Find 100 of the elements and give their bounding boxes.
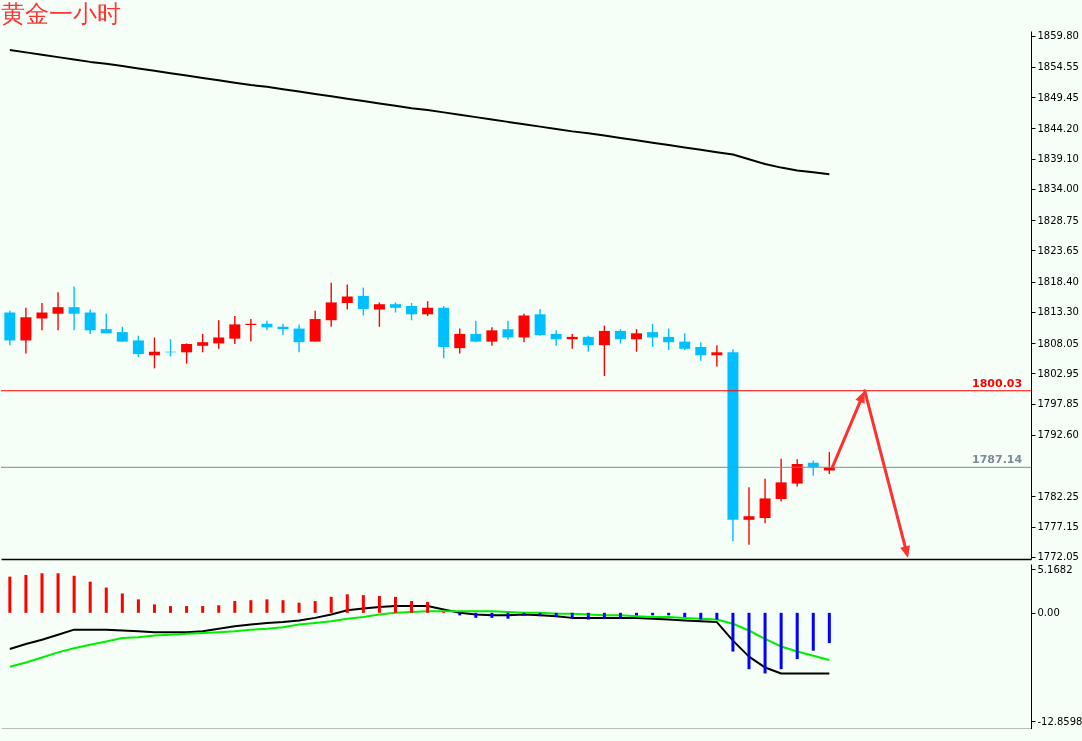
bar — [538, 612, 542, 617]
bar — [779, 612, 783, 670]
bar — [361, 595, 365, 613]
bar — [683, 612, 687, 618]
candlestick — [197, 333, 209, 354]
candlestick — [325, 282, 337, 328]
bar — [297, 602, 301, 613]
candlestick — [132, 334, 144, 358]
candlestick — [518, 313, 530, 343]
y-tick-label: 1813.30 — [1037, 306, 1079, 318]
y-tick-label: 1849.45 — [1037, 91, 1079, 103]
candlestick — [598, 324, 610, 377]
bar — [554, 612, 558, 618]
candlestick — [550, 329, 562, 347]
y-tick-label: 1802.95 — [1037, 367, 1079, 379]
y-tick-label: 1839.10 — [1037, 153, 1079, 165]
bar — [715, 612, 719, 620]
bar — [490, 612, 494, 618]
y-tick-label: 0.00 — [1037, 607, 1060, 619]
y-tick-label: 1797.85 — [1037, 398, 1079, 410]
bar — [474, 612, 478, 618]
bar — [56, 573, 60, 613]
candlestick — [52, 291, 64, 332]
y-tick-label: 1859.80 — [1037, 30, 1079, 42]
bar — [136, 599, 140, 613]
bar — [24, 574, 28, 613]
candlestick — [373, 301, 385, 328]
bar — [393, 596, 397, 613]
candlestick — [502, 320, 514, 341]
bar — [763, 612, 767, 674]
y-tick-label: 5.1682 — [1037, 563, 1073, 575]
line-series — [8, 49, 831, 176]
candlestick — [791, 458, 803, 488]
ref-line-label: 1787.14 — [972, 453, 1023, 467]
bar — [426, 601, 430, 613]
candlestick — [84, 308, 96, 335]
bar — [72, 575, 76, 613]
candlestick — [357, 286, 369, 317]
candlestick — [647, 323, 659, 348]
candlestick — [213, 319, 225, 350]
candlestick — [341, 283, 353, 311]
bar — [827, 612, 831, 644]
bar — [233, 601, 237, 613]
y-tick-label: 1792.60 — [1037, 429, 1079, 441]
bar — [313, 601, 317, 613]
bar — [329, 596, 333, 613]
candlestick — [181, 342, 193, 365]
bar — [201, 606, 205, 613]
bar — [120, 593, 124, 613]
y-tick-label: 1844.20 — [1037, 122, 1079, 134]
y-tick-label: 1782.25 — [1037, 490, 1079, 502]
y-tick-label: -12.8598 — [1037, 715, 1082, 727]
bar — [699, 612, 703, 620]
y-tick-label: 1777.15 — [1037, 521, 1079, 533]
bar — [345, 594, 349, 613]
bar — [249, 600, 253, 613]
bar — [602, 612, 606, 619]
bar — [169, 606, 173, 613]
candlestick — [695, 341, 707, 362]
bar — [8, 576, 12, 613]
bar — [747, 612, 751, 670]
y-tick-label: 1823.65 — [1037, 244, 1079, 256]
bar — [618, 612, 622, 619]
bar — [570, 612, 574, 619]
candlestick — [743, 486, 755, 546]
candlestick — [454, 327, 466, 355]
bar — [185, 606, 189, 613]
candlestick — [759, 478, 771, 525]
candlestick — [711, 344, 723, 368]
bar — [410, 601, 414, 613]
line-series — [8, 605, 831, 675]
candlestick — [486, 326, 498, 347]
bar — [731, 612, 735, 652]
line-series — [8, 610, 831, 668]
bar — [795, 612, 799, 660]
y-tick-label: 1808.05 — [1037, 337, 1079, 349]
y-tick-label: 1818.40 — [1037, 276, 1079, 288]
candlestick — [20, 307, 32, 355]
bar — [152, 604, 156, 613]
candlestick — [631, 328, 643, 353]
candlestick — [534, 308, 546, 337]
bar — [377, 595, 381, 613]
bar — [40, 573, 44, 613]
ref-line-label: 1800.03 — [972, 376, 1023, 390]
bar — [265, 599, 269, 613]
candlestick — [68, 285, 80, 332]
candlestick — [775, 457, 787, 503]
bar — [88, 581, 92, 613]
candlestick — [309, 310, 321, 343]
y-tick-label: 1834.00 — [1037, 183, 1079, 195]
candlestick — [293, 323, 305, 354]
bar — [104, 587, 108, 613]
y-tick-label: 1854.55 — [1037, 61, 1079, 73]
bar — [281, 600, 285, 613]
y-tick-label: 1772.05 — [1037, 551, 1079, 563]
bar — [506, 612, 510, 619]
bar — [811, 612, 815, 651]
chart-title: 黄金一小时 — [0, 0, 121, 28]
bar — [217, 605, 221, 613]
candlestick — [229, 315, 241, 345]
